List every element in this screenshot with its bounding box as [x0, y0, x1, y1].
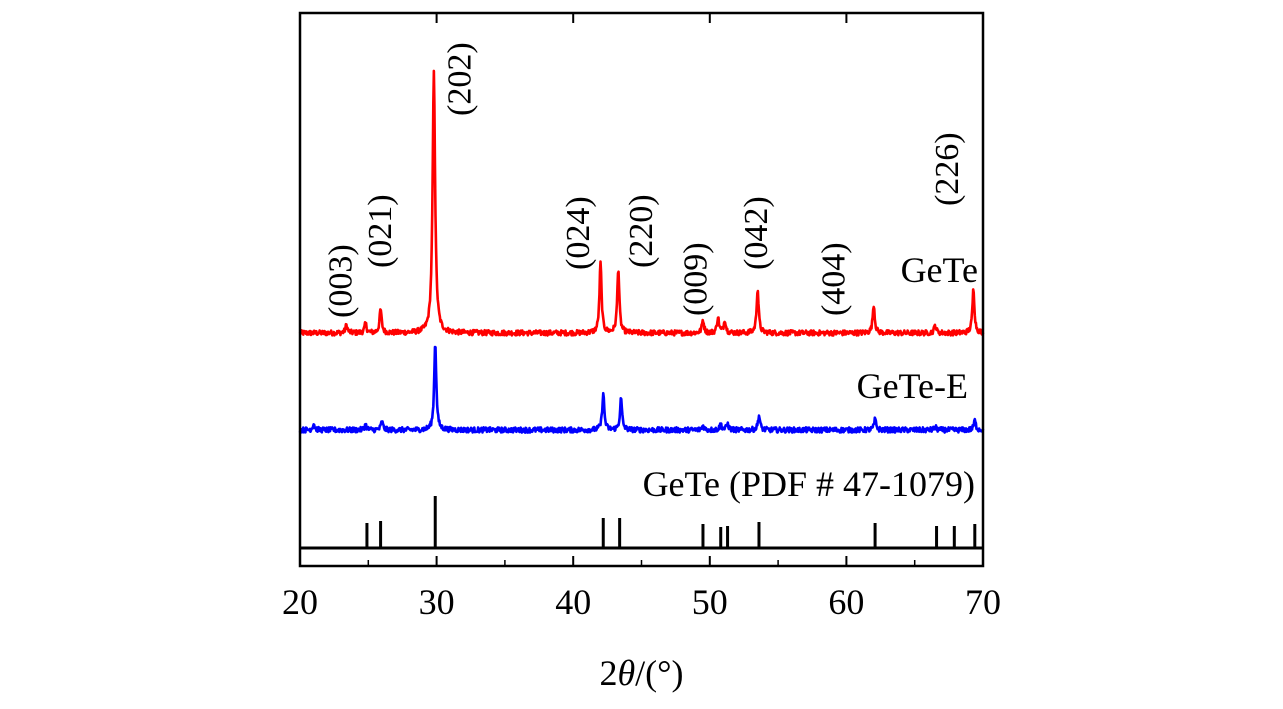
- x-axis-title: 2θ/(°): [599, 653, 683, 693]
- series-label-gete-e: GeTe-E: [857, 366, 968, 406]
- x-axis-title-theta: θ: [617, 653, 635, 693]
- x-tick-label-50: 50: [692, 582, 728, 622]
- series-line-gete: [298, 69, 985, 337]
- annotation-003: (003): [323, 244, 360, 318]
- annotation-021: (021): [362, 194, 399, 268]
- annotation-404: (404): [816, 242, 853, 316]
- annotation-202: (202): [441, 42, 478, 116]
- annotation-042: (042): [738, 196, 775, 270]
- x-axis-title-prefix: 2: [599, 653, 617, 693]
- x-axis: 20 30 40 50 60 70: [282, 13, 1001, 622]
- series-label-gete: GeTe: [901, 250, 978, 290]
- reference-label: GeTe (PDF # 47-1079): [643, 464, 975, 504]
- annotation-024: (024): [560, 196, 597, 270]
- x-tick-label-20: 20: [282, 582, 318, 622]
- annotation-220: (220): [623, 194, 660, 268]
- x-axis-title-suffix: /(°): [635, 653, 683, 693]
- series-line-gete-e: [298, 345, 985, 434]
- annotation-226: (226): [929, 132, 966, 206]
- annotation-009: (009): [678, 242, 715, 316]
- x-tick-label-40: 40: [555, 582, 591, 622]
- x-tick-label-30: 30: [419, 582, 455, 622]
- x-tick-label-70: 70: [965, 582, 1001, 622]
- plot-area: GeTe GeTe-E GeTe (PDF # 47-1079) (003)(021)…: [298, 42, 985, 550]
- x-tick-label-60: 60: [828, 582, 864, 622]
